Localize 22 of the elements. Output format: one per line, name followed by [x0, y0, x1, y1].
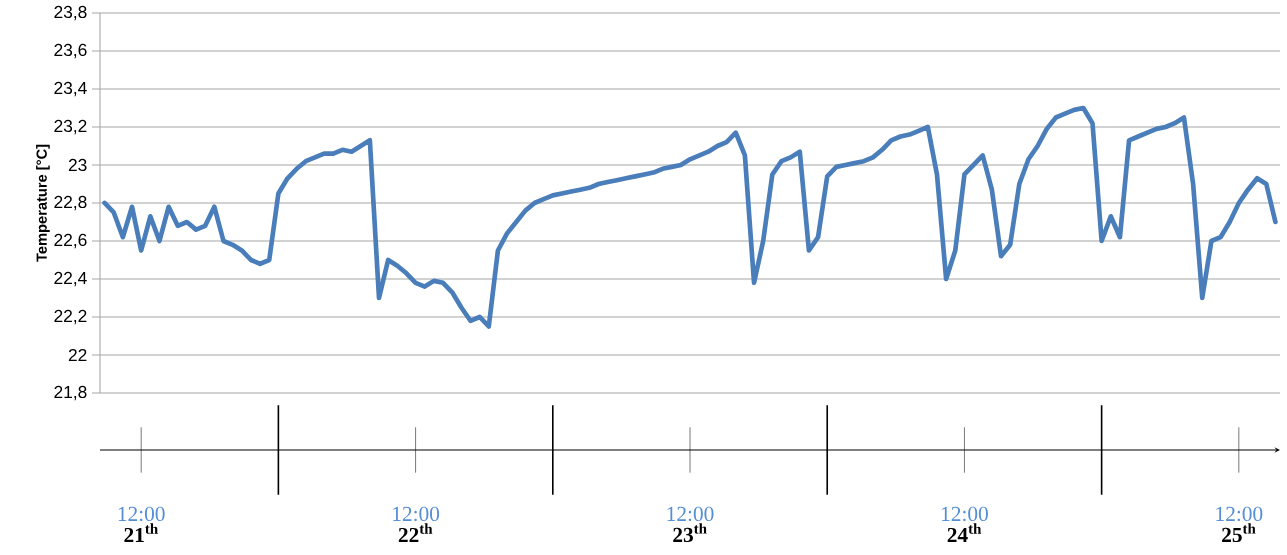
text: 25$^{th}$: [1222, 523, 1256, 543]
text: 24$^{th}$: [947, 523, 982, 543]
y-tick-label: 23,4: [54, 81, 87, 97]
y-tick-label: 22,8: [54, 195, 87, 211]
text: 23$^{th}$: [673, 523, 707, 543]
x-tick-label: 12:00: [1216, 506, 1263, 522]
y-tick-label: 23,2: [54, 119, 87, 135]
y-axis-title: Temperature [°C]: [36, 144, 50, 262]
text: 21$^{th}$: [124, 523, 158, 543]
y-tick-label: 23,8: [54, 5, 87, 21]
y-tick-label: 22: [68, 348, 87, 362]
x-tick-label: 12:00: [393, 506, 440, 522]
x-tick-label: 12:00: [667, 506, 714, 522]
y-tick-label: 22,4: [54, 271, 87, 287]
x-tick-label: 12:00: [942, 506, 988, 522]
y-tick-label: 23,6: [54, 43, 87, 59]
text: 22$^{th}$: [398, 523, 433, 543]
y-tick-label: 22,6: [54, 233, 87, 249]
x-tick-label: 12:00: [118, 506, 165, 522]
y-tick-label: 21,8: [54, 385, 87, 401]
y-tick-label: 22,2: [54, 309, 87, 325]
y-tick-label: 23: [68, 158, 87, 172]
